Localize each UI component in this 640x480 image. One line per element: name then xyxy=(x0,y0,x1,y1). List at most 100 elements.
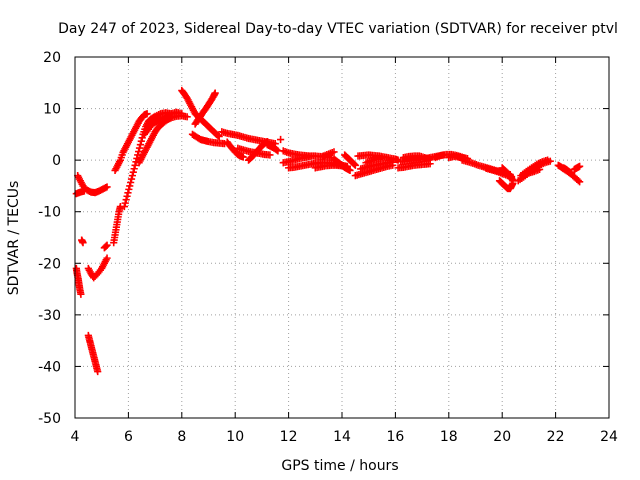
data-point xyxy=(535,165,544,174)
x-tick-label: 10 xyxy=(226,429,244,445)
data-point xyxy=(103,183,111,191)
data-point xyxy=(137,137,145,145)
x-tick-label: 18 xyxy=(440,429,458,445)
data-series xyxy=(84,331,102,376)
data-series xyxy=(319,148,338,160)
y-tick-labels: 20 10 0 -10 -20 -30 -40 -50 xyxy=(38,50,61,427)
data-series xyxy=(78,236,87,247)
x-tick-label: 16 xyxy=(386,429,404,445)
data-point xyxy=(130,165,138,173)
data-series xyxy=(517,156,552,180)
data-point xyxy=(131,161,139,169)
data-series xyxy=(570,162,584,174)
data-series xyxy=(560,164,576,178)
data-series xyxy=(191,89,219,128)
y-tick-label: 10 xyxy=(43,102,61,118)
data-series xyxy=(178,86,223,141)
x-tick-label: 24 xyxy=(600,429,618,445)
data-point xyxy=(330,148,338,156)
plot-frame xyxy=(74,56,610,419)
data-point xyxy=(128,172,137,180)
data-point xyxy=(136,141,145,149)
data-point xyxy=(378,154,386,162)
data-point xyxy=(426,155,434,163)
data-series xyxy=(399,152,434,163)
data-point xyxy=(79,239,87,247)
data-series xyxy=(394,160,434,172)
data-series xyxy=(279,152,314,167)
y-tick-label: 20 xyxy=(43,50,61,66)
data-point xyxy=(178,110,186,118)
x-tick-label: 8 xyxy=(177,429,186,445)
data-point xyxy=(103,254,111,262)
y-tick-label: -20 xyxy=(38,256,61,272)
x-tick-label: 12 xyxy=(280,429,298,445)
data-point xyxy=(143,110,151,118)
data-series xyxy=(84,254,111,282)
data-point xyxy=(122,196,130,204)
data-point xyxy=(125,185,133,193)
data-series xyxy=(357,158,397,173)
data-point xyxy=(121,199,129,207)
data-point xyxy=(124,189,132,197)
y-axis-label: SDTVAR / TECUs xyxy=(6,181,22,296)
data-point xyxy=(266,151,274,159)
data-point xyxy=(135,144,144,152)
data-point xyxy=(576,178,584,186)
data-point xyxy=(120,202,128,211)
data-point xyxy=(94,367,102,376)
gridlines xyxy=(75,57,609,418)
data-point xyxy=(103,241,111,249)
data-series xyxy=(223,138,247,161)
data-point xyxy=(127,178,135,187)
y-tick-label: -40 xyxy=(38,359,61,375)
data-series xyxy=(525,165,544,177)
data-point xyxy=(211,89,219,97)
data-series xyxy=(362,154,386,167)
data-point xyxy=(568,169,576,178)
data-point xyxy=(239,153,247,161)
x-tick-labels: 4 6 8 10 12 14 16 18 20 22 24 xyxy=(71,429,618,445)
data-point xyxy=(127,175,136,183)
data-point xyxy=(306,152,314,161)
data-point xyxy=(135,147,143,156)
data-series xyxy=(100,241,111,252)
data-series xyxy=(111,110,151,175)
data-point xyxy=(543,156,552,164)
data-series xyxy=(263,141,282,155)
data-series xyxy=(140,108,186,138)
data-point xyxy=(351,161,359,169)
data-point xyxy=(80,187,88,195)
data-point xyxy=(350,160,359,169)
data-points xyxy=(72,86,584,376)
data-series xyxy=(110,202,124,247)
data-series xyxy=(354,151,402,164)
data-point xyxy=(134,151,142,159)
data-series xyxy=(341,151,359,169)
y-tick-label: -50 xyxy=(38,411,61,427)
data-point xyxy=(574,177,582,185)
x-tick-label: 14 xyxy=(333,429,351,445)
y-tick-label: -10 xyxy=(38,205,61,221)
data-series xyxy=(276,135,285,144)
data-point xyxy=(183,113,191,121)
y-tick-label: -30 xyxy=(38,308,61,324)
data-point xyxy=(102,242,110,250)
data-point xyxy=(126,182,134,190)
data-point xyxy=(123,192,131,200)
data-point xyxy=(215,132,223,141)
data-series xyxy=(188,130,229,148)
data-point xyxy=(576,162,584,170)
y-tick-label: 0 xyxy=(52,153,61,169)
x-axis-label: GPS time / hours xyxy=(281,458,398,474)
x-tick-label: 20 xyxy=(493,429,511,445)
data-series xyxy=(135,112,191,167)
x-tick-label: 22 xyxy=(547,429,565,445)
x-tick-label: 4 xyxy=(71,429,80,445)
data-point xyxy=(77,290,85,298)
data-series xyxy=(330,155,354,175)
data-point xyxy=(129,168,137,176)
chart-title: Day 247 of 2023, Sidereal Day-to-day VTE… xyxy=(58,21,618,37)
